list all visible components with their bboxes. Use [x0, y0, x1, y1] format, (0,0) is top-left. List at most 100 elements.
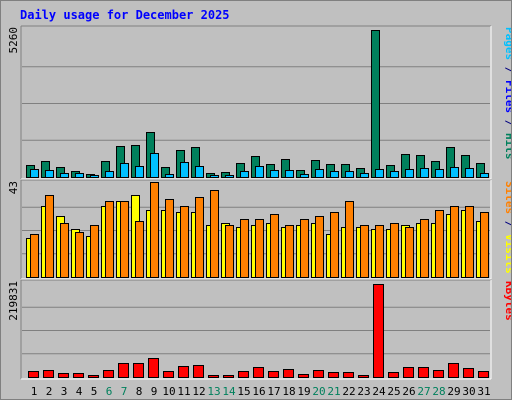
x-axis-label: 15 — [237, 385, 250, 398]
bar-pages — [285, 170, 294, 178]
bar-kbytes — [238, 371, 249, 378]
legend-part: Files — [503, 80, 511, 113]
bar-pages — [300, 174, 309, 178]
x-axis-label: 20 — [312, 385, 325, 398]
bar-pages — [45, 170, 54, 178]
bar-hits — [371, 30, 380, 178]
x-axis-label: 23 — [357, 385, 370, 398]
x-axis-label: 10 — [162, 385, 175, 398]
bar-kbytes — [73, 373, 84, 378]
bar-kbytes — [418, 367, 429, 378]
legend-part: Pages — [503, 27, 511, 60]
bar-sites — [450, 206, 459, 278]
x-axis-label: 31 — [477, 385, 490, 398]
x-axis-label: 6 — [106, 385, 113, 398]
x-axis-label: 11 — [177, 385, 190, 398]
bar-pages — [255, 166, 264, 178]
bar-pages — [435, 169, 444, 178]
bar-kbytes — [43, 370, 54, 378]
bar-kbytes — [358, 375, 369, 378]
legend-part: / — [503, 214, 511, 234]
bar-kbytes — [298, 374, 309, 378]
bar-sites — [285, 225, 294, 278]
bar-sites — [315, 216, 324, 278]
bar-kbytes — [328, 372, 339, 378]
bar-sites — [255, 219, 264, 278]
bar-kbytes — [313, 370, 324, 378]
bar-sites — [270, 214, 279, 278]
x-axis-label: 30 — [462, 385, 475, 398]
bar-kbytes — [193, 365, 204, 378]
bar-sites — [30, 234, 39, 278]
bar-kbytes — [88, 375, 99, 378]
bar-pages — [465, 168, 474, 178]
bar-sites — [135, 221, 144, 278]
y-axis-max-label: 219831 — [7, 281, 20, 321]
x-axis-label: 13 — [207, 385, 220, 398]
x-axis-label: 7 — [121, 385, 128, 398]
bar-sites — [180, 206, 189, 278]
bar-pages — [315, 169, 324, 178]
x-axis-label: 21 — [327, 385, 340, 398]
bar-pages — [30, 169, 39, 178]
bar-sites — [60, 223, 69, 278]
bar-kbytes — [118, 363, 129, 378]
x-axis-label: 3 — [61, 385, 68, 398]
x-axis-label: 16 — [252, 385, 265, 398]
bar-kbytes — [163, 371, 174, 378]
bar-pages — [60, 173, 69, 178]
x-axis-label: 29 — [447, 385, 460, 398]
bar-sites — [390, 223, 399, 278]
bar-kbytes — [388, 372, 399, 378]
bar-sites — [45, 195, 54, 278]
x-axis-label: 25 — [387, 385, 400, 398]
bar-kbytes — [373, 284, 384, 378]
bar-pages — [405, 169, 414, 178]
bar-pages — [375, 169, 384, 178]
x-axis-label: 2 — [46, 385, 53, 398]
bar-sites — [465, 206, 474, 278]
bar-pages — [180, 162, 189, 178]
bar-pages — [120, 163, 129, 178]
x-axis-label: 27 — [417, 385, 430, 398]
bar-kbytes — [28, 371, 39, 378]
bar-pages — [480, 173, 489, 178]
bar-sites — [75, 232, 84, 278]
legend-part: KBytes — [503, 281, 511, 321]
bar-pages — [270, 170, 279, 178]
bar-pages — [390, 171, 399, 178]
bar-sites — [360, 225, 369, 278]
bar-kbytes — [343, 372, 354, 378]
bar-sites — [435, 210, 444, 278]
bar-pages — [330, 171, 339, 178]
bar-pages — [135, 166, 144, 178]
bar-kbytes — [133, 363, 144, 378]
bar-pages — [360, 173, 369, 178]
bar-sites — [195, 197, 204, 278]
bar-kbytes — [253, 367, 264, 378]
bar-sites — [240, 219, 249, 278]
bar-kbytes — [178, 366, 189, 378]
bar-sites — [90, 225, 99, 278]
x-axis-label: 8 — [136, 385, 143, 398]
bar-pages — [240, 171, 249, 178]
bar-sites — [300, 219, 309, 278]
bar-kbytes — [268, 371, 279, 378]
x-axis-label: 24 — [372, 385, 386, 398]
x-axis-label: 12 — [192, 385, 205, 398]
bar-kbytes — [148, 358, 159, 378]
x-axis-label: 9 — [151, 385, 158, 398]
bar-pages — [105, 171, 114, 178]
bar-pages — [195, 166, 204, 178]
x-axis-label: 22 — [342, 385, 355, 398]
x-axis-label: 19 — [297, 385, 310, 398]
x-axis-label: 26 — [402, 385, 415, 398]
bar-sites — [120, 201, 129, 278]
bar-kbytes — [223, 375, 234, 378]
bar-kbytes — [478, 371, 489, 378]
bar-sites — [480, 212, 489, 278]
legend-part: Hits — [503, 133, 511, 160]
bar-pages — [75, 173, 84, 178]
